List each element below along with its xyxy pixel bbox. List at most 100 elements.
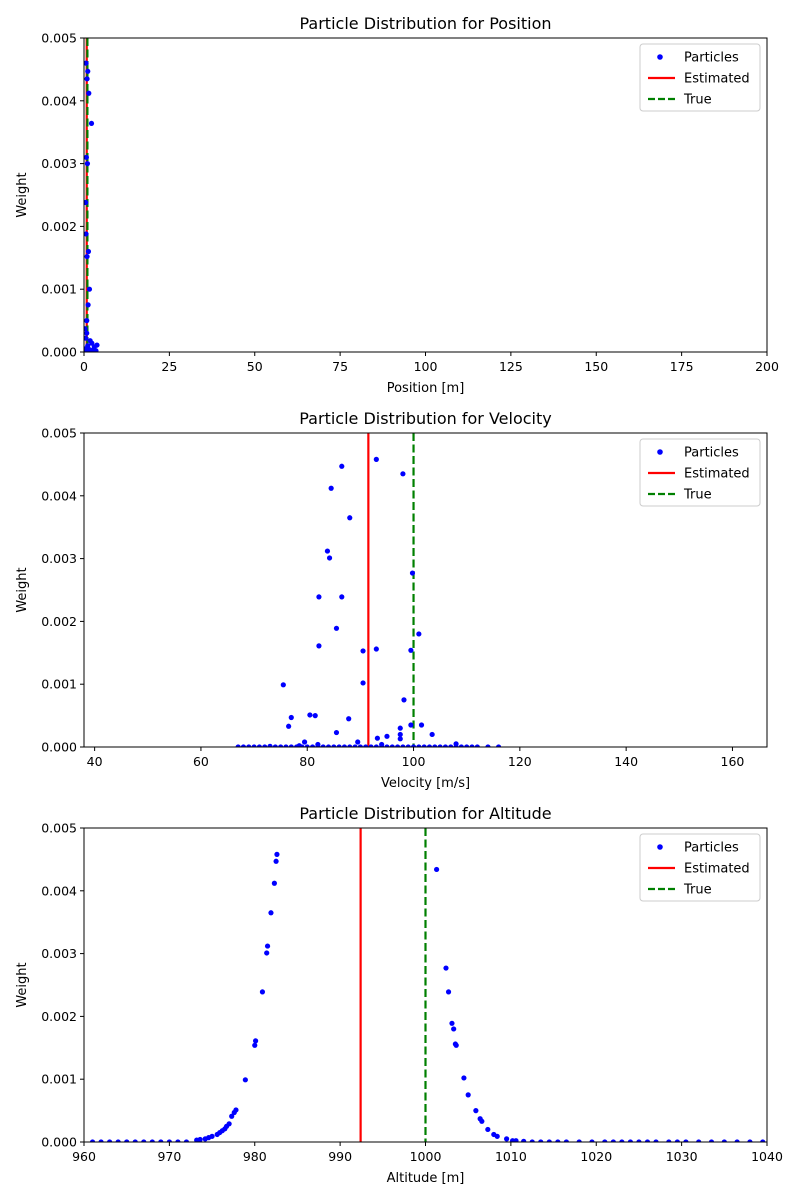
particle-point [421, 744, 427, 747]
chart-title: Particle Distribution for Velocity [299, 409, 551, 428]
particle-point [448, 744, 454, 747]
particle-point [529, 1139, 535, 1142]
x-tick-label: 960 [72, 1149, 96, 1164]
legend-particles-marker [657, 54, 663, 60]
particle-point [299, 744, 305, 747]
y-tick-label: 0.003 [41, 156, 77, 171]
particle-point [324, 548, 331, 554]
particle-point [602, 1139, 608, 1142]
particle-point [304, 744, 310, 747]
particle-point [401, 697, 407, 703]
particle-point [589, 1139, 595, 1142]
particle-point [363, 744, 369, 747]
particle-point [666, 1139, 672, 1142]
particle-point [328, 485, 334, 491]
particle-point [301, 739, 308, 745]
x-tick-label: 50 [247, 359, 263, 374]
legend-box [639, 438, 761, 507]
particle-point [346, 716, 352, 722]
particle-point [433, 866, 440, 873]
particle-point [84, 335, 89, 341]
particle-point [619, 1139, 625, 1142]
particle-point [325, 744, 332, 747]
particle-point [674, 1139, 680, 1142]
particle-point [347, 515, 353, 521]
particle-point [85, 68, 91, 74]
particle-point [432, 744, 438, 747]
particle-point [513, 1138, 519, 1142]
chart-title: Particle Distribution for Altitude [299, 804, 551, 823]
particle-point [89, 340, 95, 346]
particle-point [231, 1109, 237, 1116]
particle-point [538, 1139, 544, 1142]
particle-point [644, 1139, 651, 1142]
legend: Particles Estimated True [639, 833, 761, 902]
chart-panel-3: 960 970 980 990 1000 1010 1020 1030 1040 0.000 0.0… [15, 804, 783, 1186]
particle-point [166, 1139, 172, 1142]
particle-point [458, 744, 464, 747]
particle-point [84, 154, 89, 160]
legend-label: Particles [684, 446, 739, 461]
particle-point [268, 910, 274, 916]
particle-point [264, 943, 271, 949]
legend-particles-marker [657, 844, 663, 850]
x-tick-label: 40 [87, 754, 103, 769]
y-axis-label: Weight [15, 567, 30, 612]
y-tick-label: 0.000 [41, 1135, 77, 1150]
particle-point [397, 736, 403, 742]
particle-point [416, 631, 422, 637]
particle-point [453, 1042, 459, 1048]
legend-box [639, 833, 761, 902]
particle-point [546, 1139, 552, 1142]
particle-point [84, 330, 90, 336]
particle-point [747, 1139, 753, 1142]
x-tick-label: 175 [670, 359, 694, 374]
legend-label: Particles [684, 841, 739, 856]
particle-point [465, 1092, 471, 1098]
plot-data-layer [89, 828, 766, 1142]
particle-point [259, 989, 266, 995]
particle-point [610, 1139, 616, 1142]
x-tick-label: 80 [299, 754, 315, 769]
x-tick-label: 60 [193, 754, 209, 769]
particle-point [405, 744, 411, 747]
particle-point [278, 744, 284, 747]
particle-point [355, 739, 361, 745]
legend-label: True [683, 883, 712, 898]
particle-point [315, 744, 321, 747]
particle-point [194, 1137, 200, 1142]
particle-point [636, 1139, 642, 1142]
particle-point [576, 1139, 582, 1142]
particle-point [485, 1126, 491, 1133]
particle-point [84, 161, 91, 167]
particle-point [183, 1139, 190, 1142]
particle-point [98, 1139, 104, 1142]
legend-box [639, 43, 761, 112]
particle-point [320, 744, 326, 747]
particle-point [443, 965, 449, 971]
particle-point [274, 851, 280, 857]
particle-point [479, 1118, 485, 1124]
legend-label: True [683, 93, 712, 108]
particle-point [384, 733, 390, 739]
particle-point [86, 286, 93, 292]
particle-point [360, 648, 366, 654]
particle-point [721, 1139, 727, 1142]
y-axis-label: Weight [15, 962, 30, 1007]
particle-point [272, 744, 278, 747]
particle-point [288, 744, 294, 747]
particle-point [504, 1136, 510, 1142]
particle-point [312, 713, 318, 719]
x-tick-label: 980 [243, 1149, 267, 1164]
particle-point [449, 1020, 455, 1026]
particle-point [683, 1139, 689, 1142]
particle-point [339, 594, 345, 600]
particle-point [400, 744, 406, 747]
particle-point [273, 858, 279, 864]
particle-point [469, 744, 475, 747]
particle-point [267, 743, 273, 747]
y-tick-label: 0.004 [41, 93, 77, 108]
particle-point [373, 456, 379, 462]
particle-point [379, 744, 385, 747]
